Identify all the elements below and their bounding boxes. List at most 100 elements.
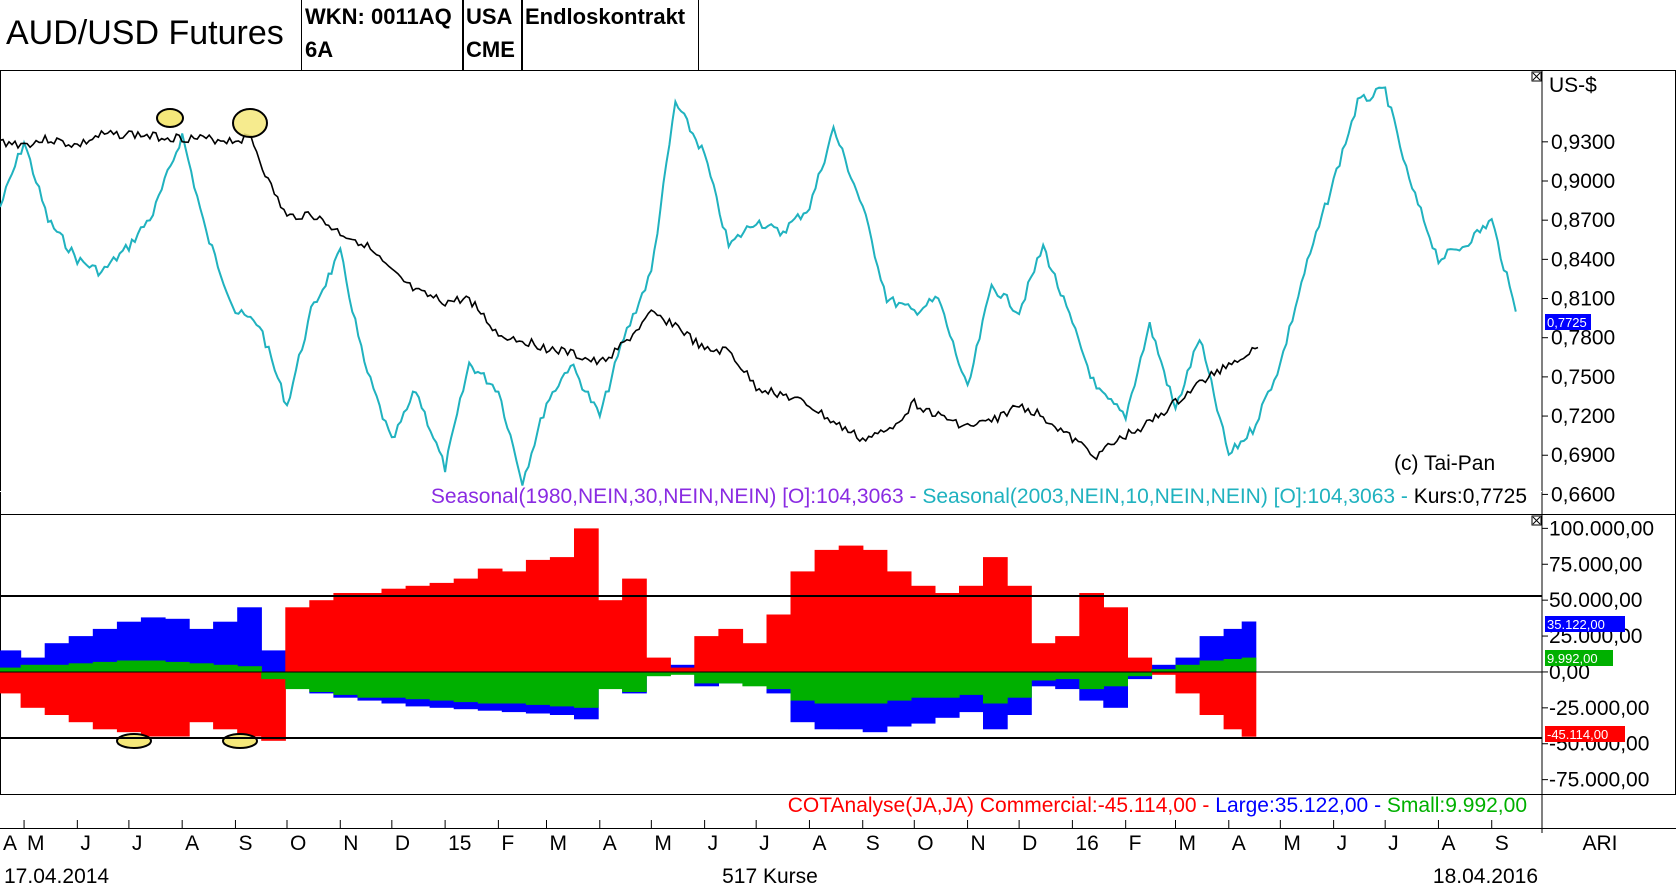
small-bar: [477, 671, 503, 704]
commercial-bar: [309, 600, 334, 672]
close-price-panel-icon[interactable]: [1531, 71, 1542, 82]
commercial-bar: [1055, 636, 1080, 672]
commercial-bar: [357, 593, 383, 672]
cot-tick-label: -75.000,00: [1549, 769, 1649, 792]
commercial-bar: [622, 578, 647, 672]
small-bar: [261, 671, 286, 680]
month-label: N: [971, 832, 986, 855]
price-tick-label: 0,7500: [1551, 366, 1615, 389]
large-bar: [261, 650, 286, 672]
small-bar: [20, 664, 46, 672]
small-bar: [68, 663, 94, 672]
contract-label: Endloskontrakt: [525, 4, 686, 29]
commercial-bar: [0, 671, 22, 694]
badge-commercial-text: -45.114,00: [1547, 727, 1608, 742]
commercial-bar: [694, 636, 719, 672]
cot-legend: COTAnalyse(JA,JA) Commercial:-45.114,00 …: [788, 794, 1527, 817]
month-label: M: [550, 832, 568, 855]
month-label: J: [1388, 832, 1399, 855]
small-bar: [1151, 669, 1177, 672]
small-bar: [1223, 659, 1243, 672]
small-bar: [862, 671, 888, 704]
small-bar: [886, 671, 912, 701]
price-tick-label: 0,8400: [1551, 248, 1615, 271]
commercial-bar: [1199, 671, 1225, 715]
legend-small: Small:9.992,00: [1387, 794, 1527, 817]
commercial-bar: [574, 528, 599, 672]
small-bar: [213, 664, 238, 672]
price-marker-1: [156, 108, 184, 128]
exchange-label: CME: [466, 37, 515, 62]
end-date-label: 18.04.2016: [1433, 865, 1538, 888]
cot-tick-label: 0,00: [1549, 661, 1590, 684]
small-bar: [405, 671, 431, 700]
cot-tick-label: -25.000,00: [1549, 697, 1649, 720]
small-bar: [140, 660, 166, 672]
commercial-bar: [1103, 607, 1128, 672]
large-bar: [213, 621, 238, 672]
wkn-label: WKN: 0011AQ: [305, 4, 452, 29]
large-bar: [1151, 664, 1177, 672]
small-bar: [309, 671, 334, 692]
small-bar: [1103, 671, 1128, 687]
commercial-bar: [213, 671, 238, 730]
small-bar: [429, 671, 455, 701]
price-tick-label: 0,9000: [1551, 170, 1615, 193]
commercial-bar: [742, 643, 768, 672]
small-bar: [670, 671, 695, 675]
badge-small: 9.992,00: [1545, 650, 1613, 666]
small-bar: [574, 671, 599, 708]
month-label: A: [1441, 832, 1455, 855]
commercial-bar: [838, 545, 864, 672]
small-bar: [1055, 671, 1080, 680]
commercial-bar: [44, 671, 70, 715]
commercial-bar: [718, 628, 744, 672]
small-bar: [285, 671, 310, 690]
commercial-bar: [1127, 657, 1153, 672]
month-label: O: [917, 832, 933, 855]
month-label: S: [1495, 832, 1509, 855]
large-bar: [0, 650, 22, 672]
commercial-bar: [405, 585, 431, 672]
close-cot-panel-icon[interactable]: [1531, 515, 1542, 526]
contract-box: Endloskontrakt: [521, 0, 699, 70]
small-bar: [718, 671, 744, 684]
month-label: F: [501, 832, 514, 855]
price-tick-label: 0,6600: [1551, 483, 1615, 506]
small-bar: [1031, 671, 1056, 681]
price-tick-label: 0,7200: [1551, 405, 1615, 428]
month-label: M: [1283, 832, 1301, 855]
small-bar: [189, 663, 214, 672]
badge-large-text: 35.122,00: [1547, 617, 1605, 632]
commercial-bar: [862, 549, 888, 672]
month-label: O: [290, 832, 306, 855]
wkn-box: WKN: 0011AQ 6A: [301, 0, 464, 70]
commercial-bar: [1031, 643, 1056, 672]
cot-marker-1: [116, 733, 152, 749]
seasonal-2003-line: [0, 86, 1517, 486]
legend-seasonal-1980: Seasonal(1980,NEIN,30,NEIN,NEIN) [O]:104…: [431, 485, 904, 508]
small-bar: [910, 671, 936, 698]
commercial-bar: [766, 614, 792, 672]
small-bar: [44, 664, 70, 672]
commercial-bar: [525, 559, 551, 672]
commercial-bar: [501, 571, 527, 672]
commercial-bar: [1241, 671, 1257, 737]
commercial-bar: [670, 667, 695, 672]
commercial-bar: [189, 671, 214, 723]
small-bar: [381, 671, 407, 698]
last-price-badge-text: 0,7725: [1547, 315, 1587, 330]
cot-marker-2: [222, 733, 258, 749]
small-bar: [1007, 671, 1032, 698]
small-bar: [766, 671, 792, 690]
commercial-bar: [381, 588, 407, 672]
small-bar: [983, 671, 1008, 704]
commercial-bar: [814, 549, 840, 672]
commercial-bar: [477, 568, 503, 672]
small-bar: [165, 661, 190, 672]
small-bar: [1127, 671, 1153, 677]
price-tick-label: 0,6900: [1551, 444, 1615, 467]
small-bar: [92, 661, 118, 672]
small-bar: [790, 671, 816, 701]
commercial-bar: [1079, 593, 1104, 672]
